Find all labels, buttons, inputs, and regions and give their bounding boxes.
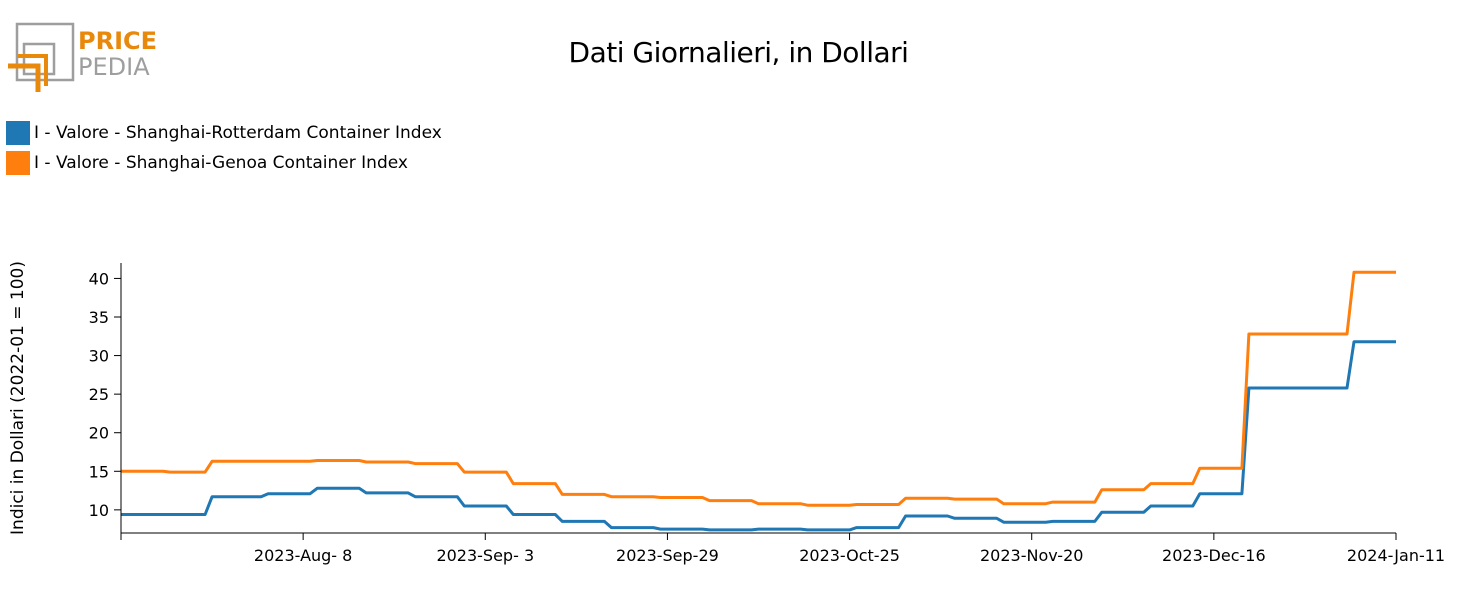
x-tick-label: 2023-Sep-29 [616, 546, 719, 565]
legend-item-genoa[interactable]: I - Valore - Shanghai-Genoa Container In… [6, 148, 442, 178]
legend-item-rotterdam[interactable]: I - Valore - Shanghai-Rotterdam Containe… [6, 118, 442, 148]
legend-label-rotterdam: I - Valore - Shanghai-Rotterdam Containe… [34, 123, 442, 143]
y-tick-label: 20 [89, 424, 109, 443]
x-tick-label: 2023-Aug- 8 [254, 546, 352, 565]
series-line-2 [121, 270, 1396, 507]
logo-mark [8, 22, 75, 92]
y-tick-label: 40 [89, 269, 109, 288]
series-line-1 [121, 340, 1396, 532]
legend-swatch-genoa [6, 151, 30, 175]
x-tick-label: 2023-Sep- 3 [436, 546, 534, 565]
x-tick-label: 2023-Oct-25 [799, 546, 900, 565]
pricepedia-logo: PRICE PEDIA [8, 22, 157, 92]
y-tick-label: 35 [89, 308, 109, 327]
series-layer [121, 270, 1396, 532]
x-tick-label: 2024-Jan-11 [1347, 546, 1445, 565]
y-tick-label: 15 [89, 462, 109, 481]
axis-layer: 10 15 20 25 30 35 40 2023-Aug- 8 2023-Sep- 3 2023… [89, 263, 1445, 565]
chart-title: Dati Giornalieri, in Dollari [568, 36, 909, 69]
legend-swatch-rotterdam [6, 121, 30, 145]
y-tick-label: 30 [89, 347, 109, 366]
y-tick-label: 25 [89, 385, 109, 404]
logo-text-price: PRICE [78, 27, 157, 55]
logo-text-pedia: PEDIA [78, 53, 150, 81]
legend-label-genoa: I - Valore - Shanghai-Genoa Container In… [34, 153, 408, 173]
x-tick-label: 2023-Dec-16 [1162, 546, 1266, 565]
y-axis-title: Indici in Dollari (2022-01 = 100) [8, 261, 28, 535]
x-tick-label: 2023-Nov-20 [980, 546, 1083, 565]
y-tick-label: 10 [89, 501, 109, 520]
chart-legend: I - Valore - Shanghai-Rotterdam Containe… [6, 118, 442, 178]
